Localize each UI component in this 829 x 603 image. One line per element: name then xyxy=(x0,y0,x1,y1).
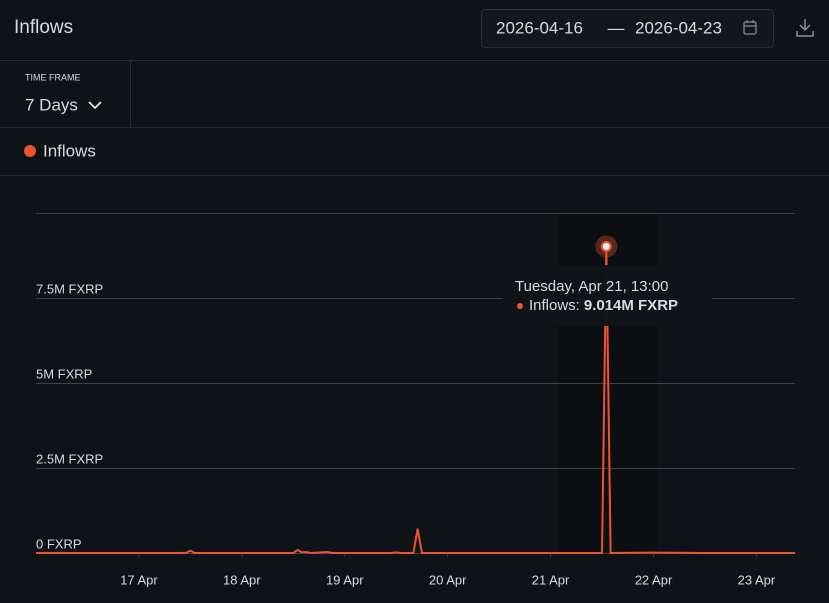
tooltip-title: Tuesday, Apr 21, 13:00 xyxy=(515,278,668,295)
x-tick-label: 21 Apr xyxy=(532,572,570,587)
time-frame-value[interactable]: 7 Days xyxy=(25,95,78,114)
tooltip-series: Inflows: xyxy=(529,297,580,314)
hover-point xyxy=(600,241,612,253)
x-tick-label: 23 Apr xyxy=(738,572,776,587)
date-end: 2026-04-23 xyxy=(635,18,722,37)
time-frame-label: TIME FRAME xyxy=(25,72,81,82)
tooltip-marker xyxy=(517,303,523,309)
date-range-picker[interactable] xyxy=(481,9,774,48)
tooltip-value: 9.014M FXRP xyxy=(584,297,678,314)
date-separator: — xyxy=(608,18,625,37)
date-start: 2026-04-16 xyxy=(496,18,583,37)
x-tick-label: 20 Apr xyxy=(429,572,467,587)
x-tick-label: 17 Apr xyxy=(120,572,158,587)
y-tick-label: 5M FXRP xyxy=(36,366,92,381)
tooltip-label: Inflows: 9.014M FXRP xyxy=(529,297,678,314)
y-tick-label: 0 FXRP xyxy=(36,536,82,551)
x-tick-label: 18 Apr xyxy=(223,572,261,587)
legend-label: Inflows xyxy=(43,141,96,160)
y-tick-label: 7.5M FXRP xyxy=(36,281,103,296)
y-tick-label: 2.5M FXRP xyxy=(36,451,103,466)
plot: 0 FXRP 2.5M FXRP 5M FXRP 7.5M FXRP 17 Apr 18 … xyxy=(36,235,795,587)
download-icon[interactable] xyxy=(796,19,814,37)
dropdown-chevron[interactable] xyxy=(88,101,102,110)
tooltip-box xyxy=(503,265,712,326)
legend-marker xyxy=(24,145,36,157)
x-tick-label: 22 Apr xyxy=(635,572,673,587)
calendar-icon[interactable] xyxy=(743,20,757,35)
x-tick-label: 19 Apr xyxy=(326,572,364,587)
page-title: Inflows xyxy=(14,17,73,38)
